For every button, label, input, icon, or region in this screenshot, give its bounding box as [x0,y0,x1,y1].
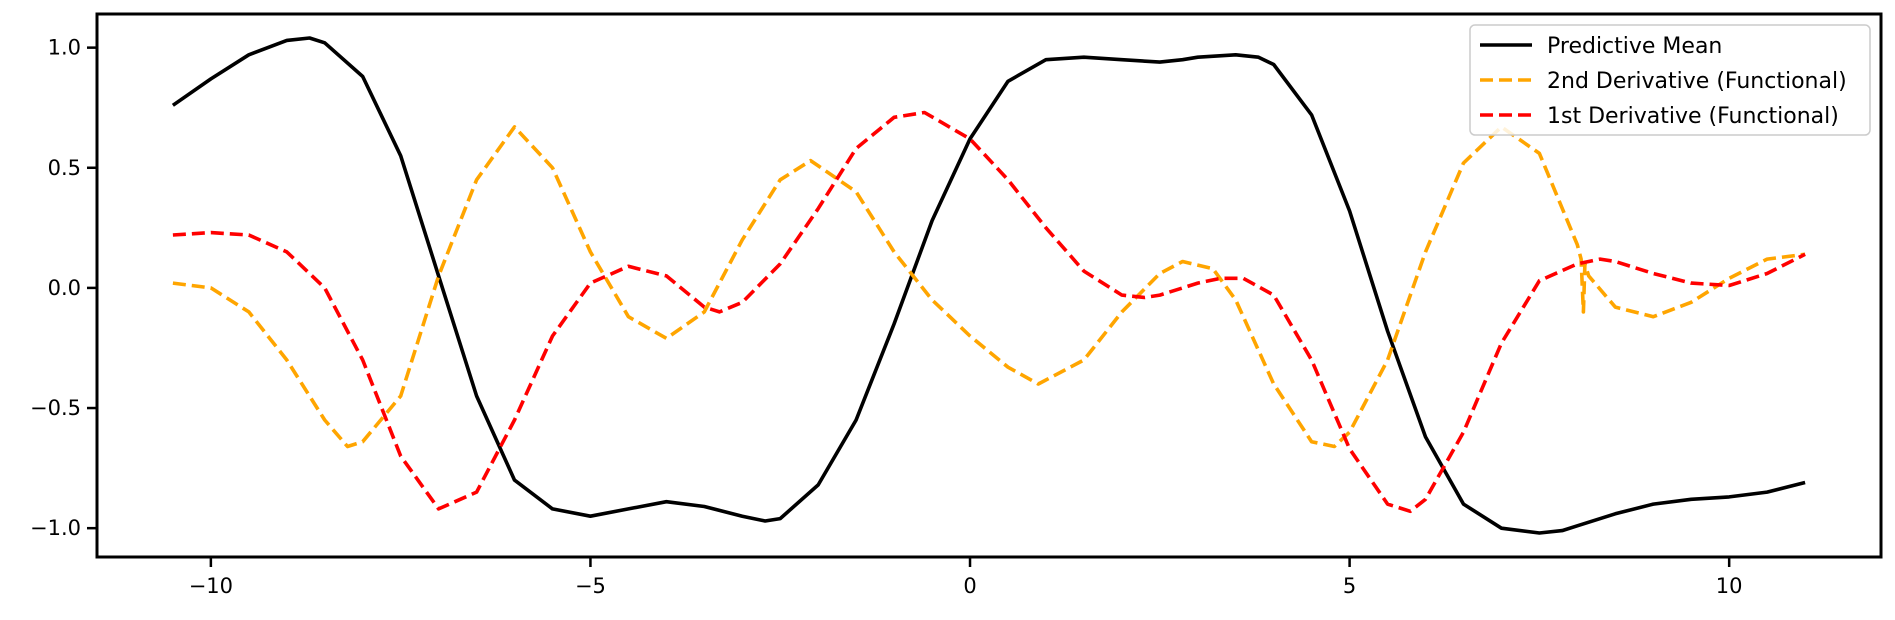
y-tick-label: 0.5 [48,156,81,180]
series-line-1 [171,36,1806,535]
y-tick-label: −1.0 [30,516,81,540]
x-tick-label: −10 [189,574,233,598]
x-tick-label: 5 [1343,574,1356,598]
x-tick-label: 10 [1716,574,1743,598]
y-axis: 1.0 0.5 0.0 −0.5 −1.0 [30,36,97,540]
series-line-3 [172,110,1806,514]
legend-label-1: Predictive Mean [1547,34,1722,59]
legend-box [1469,24,1871,136]
plot-frame [95,12,1883,559]
y-tick-label: 0.0 [48,276,81,300]
y-tick-label: 1.0 [48,36,81,60]
y-tick-label: −0.5 [30,396,81,420]
legend-label-2: 2nd Derivative (Functional) [1547,69,1847,94]
x-axis: −10 −5 0 5 10 [189,557,1743,598]
x-tick-label: −5 [575,574,606,598]
legend-label-3: 1st Derivative (Functional) [1547,104,1839,129]
series-line-2 [172,125,1806,449]
x-tick-label: 0 [963,574,976,598]
series-layer [171,36,1806,535]
legend: Predictive Mean 2nd Derivative (Functiona… [1469,24,1871,136]
